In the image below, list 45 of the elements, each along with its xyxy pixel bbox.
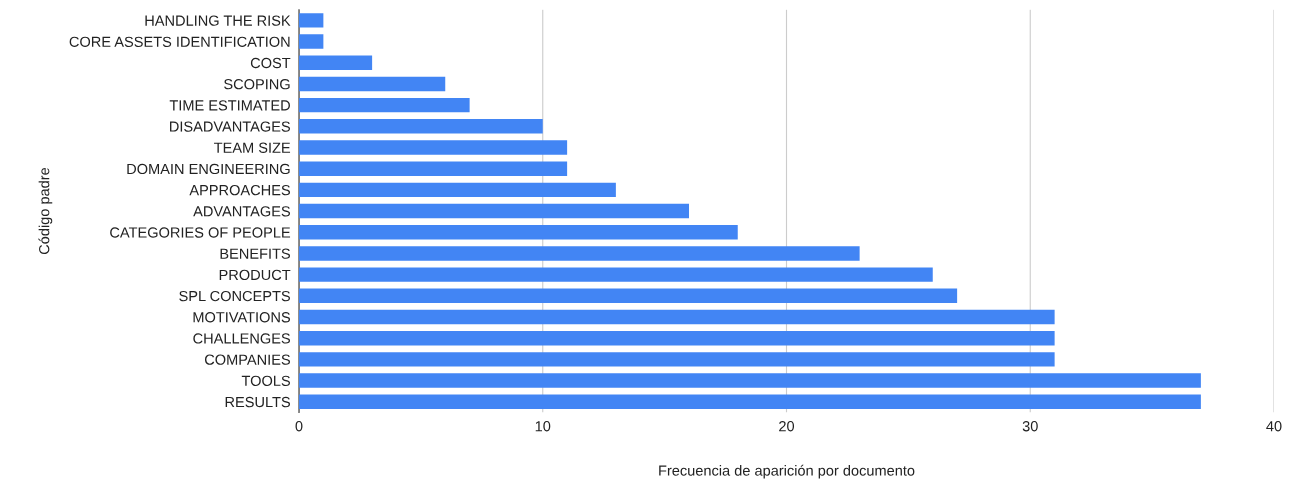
y-tick-label: DOMAIN ENGINEERING: [127, 163, 290, 175]
bar: [299, 55, 373, 70]
bar: [299, 34, 324, 49]
y-tick-label: PRODUCT: [219, 269, 291, 281]
y-tick-label: TIME ESTIMATED: [169, 100, 290, 111]
y-tick-label: HANDLING THE RISK: [145, 15, 291, 26]
x-tick-label: 40: [1266, 421, 1282, 432]
y-tick-label: CATEGORIES OF PEOPLE: [110, 227, 291, 238]
y-tick-label: DISADVANTAGES: [170, 121, 290, 132]
bar: [299, 182, 616, 198]
bar: [299, 119, 543, 134]
y-tick-label: APPROACHES: [189, 184, 290, 196]
y-tick-label: SPL CONCEPTS: [179, 290, 290, 302]
bar: [299, 394, 1201, 409]
y-axis-title: Código padre: [38, 167, 53, 255]
x-tick-label: 20: [779, 421, 795, 432]
bar: [299, 267, 933, 282]
bar: [299, 140, 568, 155]
bar: [299, 352, 1055, 367]
x-tick-label: 0: [295, 421, 303, 432]
x-axis-title: Frecuencia de aparición por documento: [659, 464, 915, 479]
y-tick-label: TOOLS: [241, 375, 290, 386]
bar: [299, 309, 1055, 325]
x-tick-label: 30: [1022, 421, 1038, 432]
y-tick-label: BENEFITS: [220, 248, 290, 259]
x-tick-label: 10: [535, 421, 551, 432]
y-tick-label: CORE ASSETS IDENTIFICATION: [69, 36, 290, 47]
y-tick-label: TEAM SIZE: [214, 142, 291, 153]
y-tick-label: COMPANIES: [204, 354, 290, 365]
y-tick-label: MOTIVATIONS: [193, 312, 290, 323]
y-tick-label: SCOPING: [224, 79, 290, 90]
bar: [299, 97, 470, 113]
bar: [299, 161, 568, 176]
bar: [299, 373, 1201, 388]
bar: [299, 203, 689, 219]
y-tick-label: COST: [250, 57, 291, 69]
bar: [299, 330, 1055, 346]
y-tick-label: RESULTS: [225, 396, 290, 408]
bar: [299, 225, 738, 240]
y-tick-label: CHALLENGES: [193, 333, 290, 344]
y-tick-label: ADVANTAGES: [193, 206, 290, 217]
bar: [299, 246, 860, 261]
bar: [299, 13, 324, 28]
bar: [299, 288, 958, 304]
bar: [299, 76, 446, 92]
